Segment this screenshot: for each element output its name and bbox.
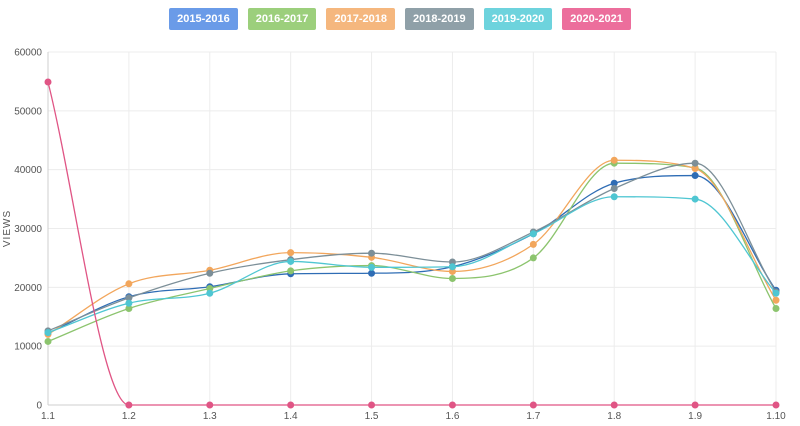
data-point-2016-2017[interactable]: [529, 254, 537, 262]
data-point-2020-2021[interactable]: [44, 78, 52, 86]
y-tick-label: 20000: [14, 283, 42, 294]
x-tick-label: 1.8: [607, 411, 621, 422]
x-tick-label: 1.6: [445, 411, 459, 422]
data-point-2020-2021[interactable]: [529, 401, 537, 409]
data-point-2018-2019[interactable]: [368, 249, 376, 257]
x-tick-label: 1.4: [284, 411, 298, 422]
data-point-2019-2020[interactable]: [691, 195, 699, 203]
y-tick-label: 0: [36, 401, 42, 412]
data-point-2020-2021[interactable]: [691, 401, 699, 409]
x-tick-label: 1.3: [203, 411, 217, 422]
data-point-2019-2020[interactable]: [44, 329, 52, 337]
y-tick-label: 10000: [14, 342, 42, 353]
data-point-2016-2017[interactable]: [44, 337, 52, 345]
data-point-2016-2017[interactable]: [287, 267, 295, 275]
data-point-2019-2020[interactable]: [448, 263, 456, 271]
series-line-2017-2018: [47, 159, 777, 335]
series-line-2020-2021: [47, 81, 776, 406]
data-point-2017-2018[interactable]: [529, 240, 537, 248]
data-point-2020-2021[interactable]: [772, 401, 780, 409]
y-tick-label: 50000: [14, 106, 42, 117]
data-point-2018-2019[interactable]: [610, 184, 618, 192]
x-tick-label: 1.2: [122, 411, 136, 422]
chart-legend: 2015-2016 2016-2017 2017-2018 2018-2019 2019…: [0, 8, 800, 30]
data-point-2017-2018[interactable]: [287, 249, 295, 257]
data-point-2017-2018[interactable]: [125, 280, 133, 288]
data-point-2019-2020[interactable]: [772, 289, 780, 297]
x-tick-label: 1.5: [365, 411, 379, 422]
data-point-2015-2016[interactable]: [691, 172, 699, 180]
data-point-2020-2021[interactable]: [206, 401, 214, 409]
data-point-2019-2020[interactable]: [206, 289, 214, 297]
legend-item-2020-2021[interactable]: 2020-2021: [562, 8, 631, 30]
legend-item-2016-2017[interactable]: 2016-2017: [247, 8, 317, 30]
data-point-2018-2019[interactable]: [691, 159, 699, 167]
x-tick-label: 1.10: [766, 411, 786, 422]
data-point-2020-2021[interactable]: [125, 401, 133, 409]
series-line-2016-2017: [47, 162, 777, 343]
data-point-2019-2020[interactable]: [125, 299, 133, 307]
data-point-2018-2019[interactable]: [206, 269, 214, 277]
y-tick-label: 30000: [14, 224, 42, 235]
data-point-2020-2021[interactable]: [448, 401, 456, 409]
data-point-2020-2021[interactable]: [368, 401, 376, 409]
y-tick-label: 40000: [14, 165, 42, 176]
legend-item-2019-2020[interactable]: 2019-2020: [483, 8, 553, 30]
data-point-2016-2017[interactable]: [772, 305, 780, 313]
data-point-2020-2021[interactable]: [287, 401, 295, 409]
y-tick-label: 60000: [14, 48, 42, 59]
series-line-2015-2016: [47, 174, 777, 334]
x-tick-label: 1.9: [688, 411, 702, 422]
legend-item-2015-2016[interactable]: 2015-2016: [169, 8, 238, 30]
series-line-2018-2019: [47, 162, 777, 332]
legend-item-2018-2019[interactable]: 2018-2019: [405, 8, 474, 30]
data-point-2019-2020[interactable]: [610, 193, 618, 201]
x-tick-label: 1.1: [41, 411, 55, 422]
data-point-2017-2018[interactable]: [772, 296, 780, 304]
data-point-2019-2020[interactable]: [287, 257, 295, 265]
series-line-2019-2020: [47, 196, 777, 334]
legend-item-2017-2018[interactable]: 2017-2018: [326, 8, 395, 30]
data-point-2020-2021[interactable]: [610, 401, 618, 409]
x-tick-label: 1.7: [526, 411, 540, 422]
y-axis-title: VIEWS: [2, 210, 13, 247]
data-point-2019-2020[interactable]: [368, 263, 376, 271]
data-point-2019-2020[interactable]: [529, 230, 537, 238]
data-point-2015-2016[interactable]: [368, 269, 376, 277]
data-point-2017-2018[interactable]: [610, 156, 618, 164]
data-point-2016-2017[interactable]: [448, 275, 456, 283]
